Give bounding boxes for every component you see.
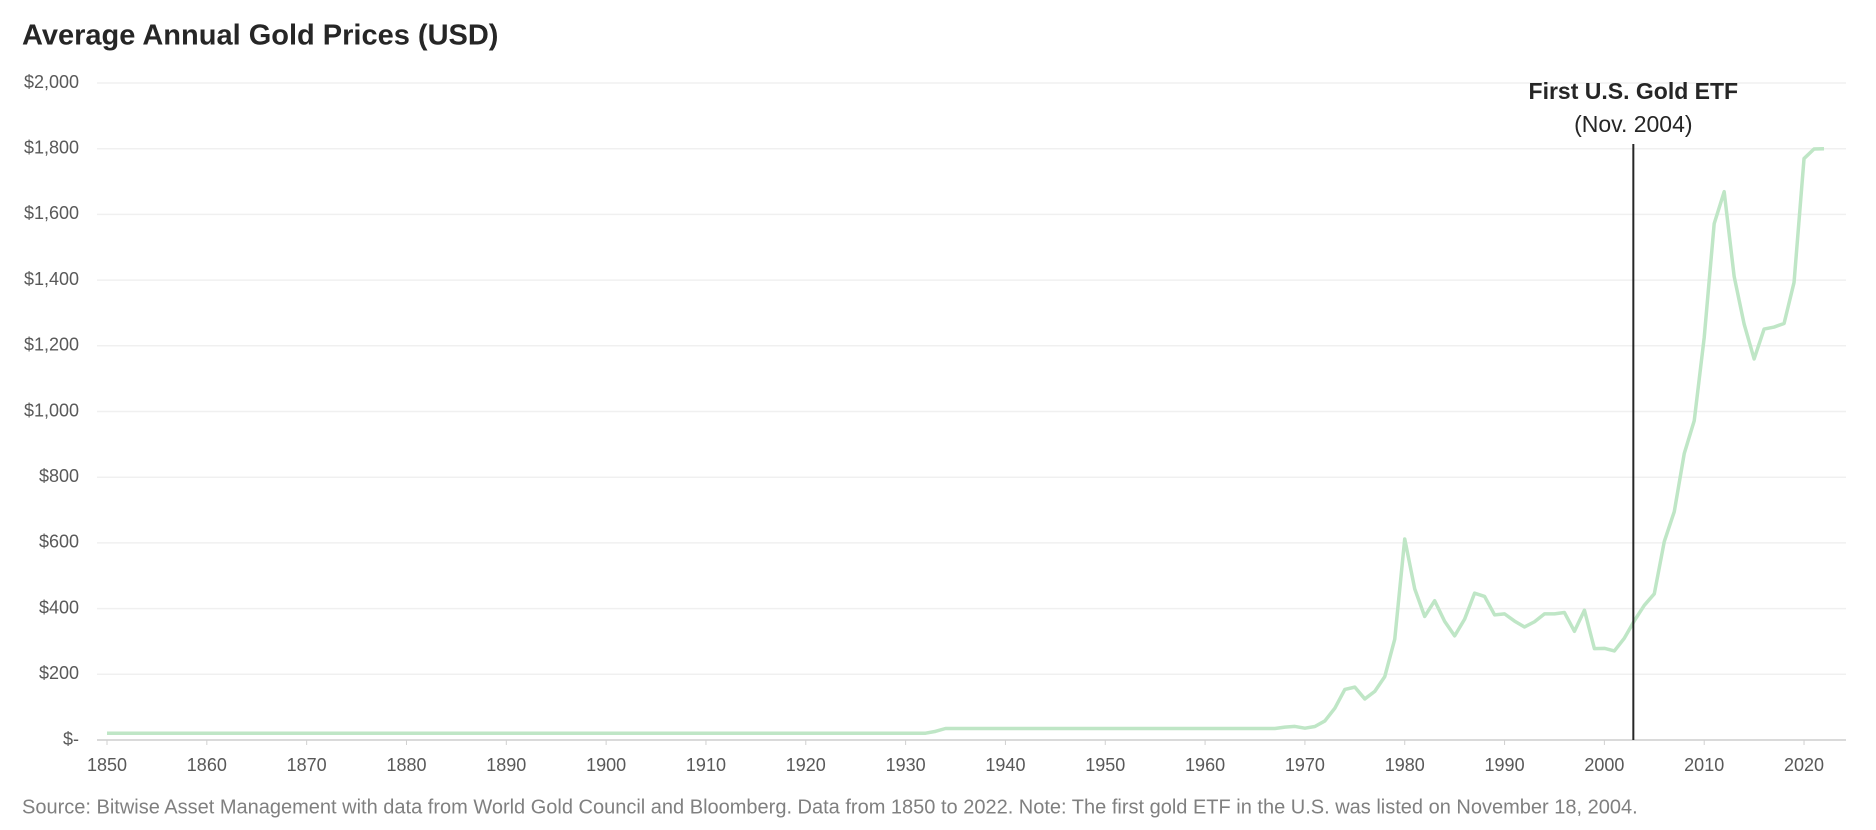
y-tick-label: $1,800	[24, 137, 79, 157]
x-tick-label: 2000	[1584, 755, 1624, 775]
y-tick-label: $-	[63, 729, 79, 749]
x-tick-label: 1970	[1285, 755, 1325, 775]
x-tick-label: 1930	[886, 755, 926, 775]
x-tick-label: 1880	[386, 755, 426, 775]
x-tick-label: 1950	[1085, 755, 1125, 775]
annotation-subtitle: (Nov. 2004)	[1574, 111, 1692, 137]
x-tick-label: 2010	[1684, 755, 1724, 775]
x-tick-label: 1990	[1485, 755, 1525, 775]
x-tick-label: 1960	[1185, 755, 1225, 775]
x-tick-label: 1980	[1385, 755, 1425, 775]
x-tick-label: 2020	[1784, 755, 1824, 775]
x-tick-label: 1900	[586, 755, 626, 775]
x-tick-label: 1910	[686, 755, 726, 775]
price-line	[107, 146, 1825, 735]
y-tick-label: $600	[39, 532, 79, 552]
x-tick-label: 1890	[486, 755, 526, 775]
x-tick-label: 1870	[287, 755, 327, 775]
source-note: Source: Bitwise Asset Management with da…	[22, 796, 1638, 818]
y-tick-label: $200	[39, 663, 79, 683]
x-tick-label: 1940	[985, 755, 1025, 775]
chart-title: Average Annual Gold Prices (USD)	[22, 20, 498, 52]
y-tick-label: $1,400	[24, 269, 79, 289]
x-tick-label: 1850	[87, 755, 127, 775]
y-tick-label: $1,200	[24, 335, 79, 355]
y-tick-label: $2,000	[24, 72, 79, 92]
x-tick-label: 1860	[187, 755, 227, 775]
y-tick-label: $400	[39, 597, 79, 617]
y-tick-label: $1,600	[24, 203, 79, 223]
y-tick-label: $1,000	[24, 400, 79, 420]
x-tick-label: 1920	[786, 755, 826, 775]
annotation-title: First U.S. Gold ETF	[1529, 78, 1739, 104]
y-tick-label: $800	[39, 466, 79, 486]
